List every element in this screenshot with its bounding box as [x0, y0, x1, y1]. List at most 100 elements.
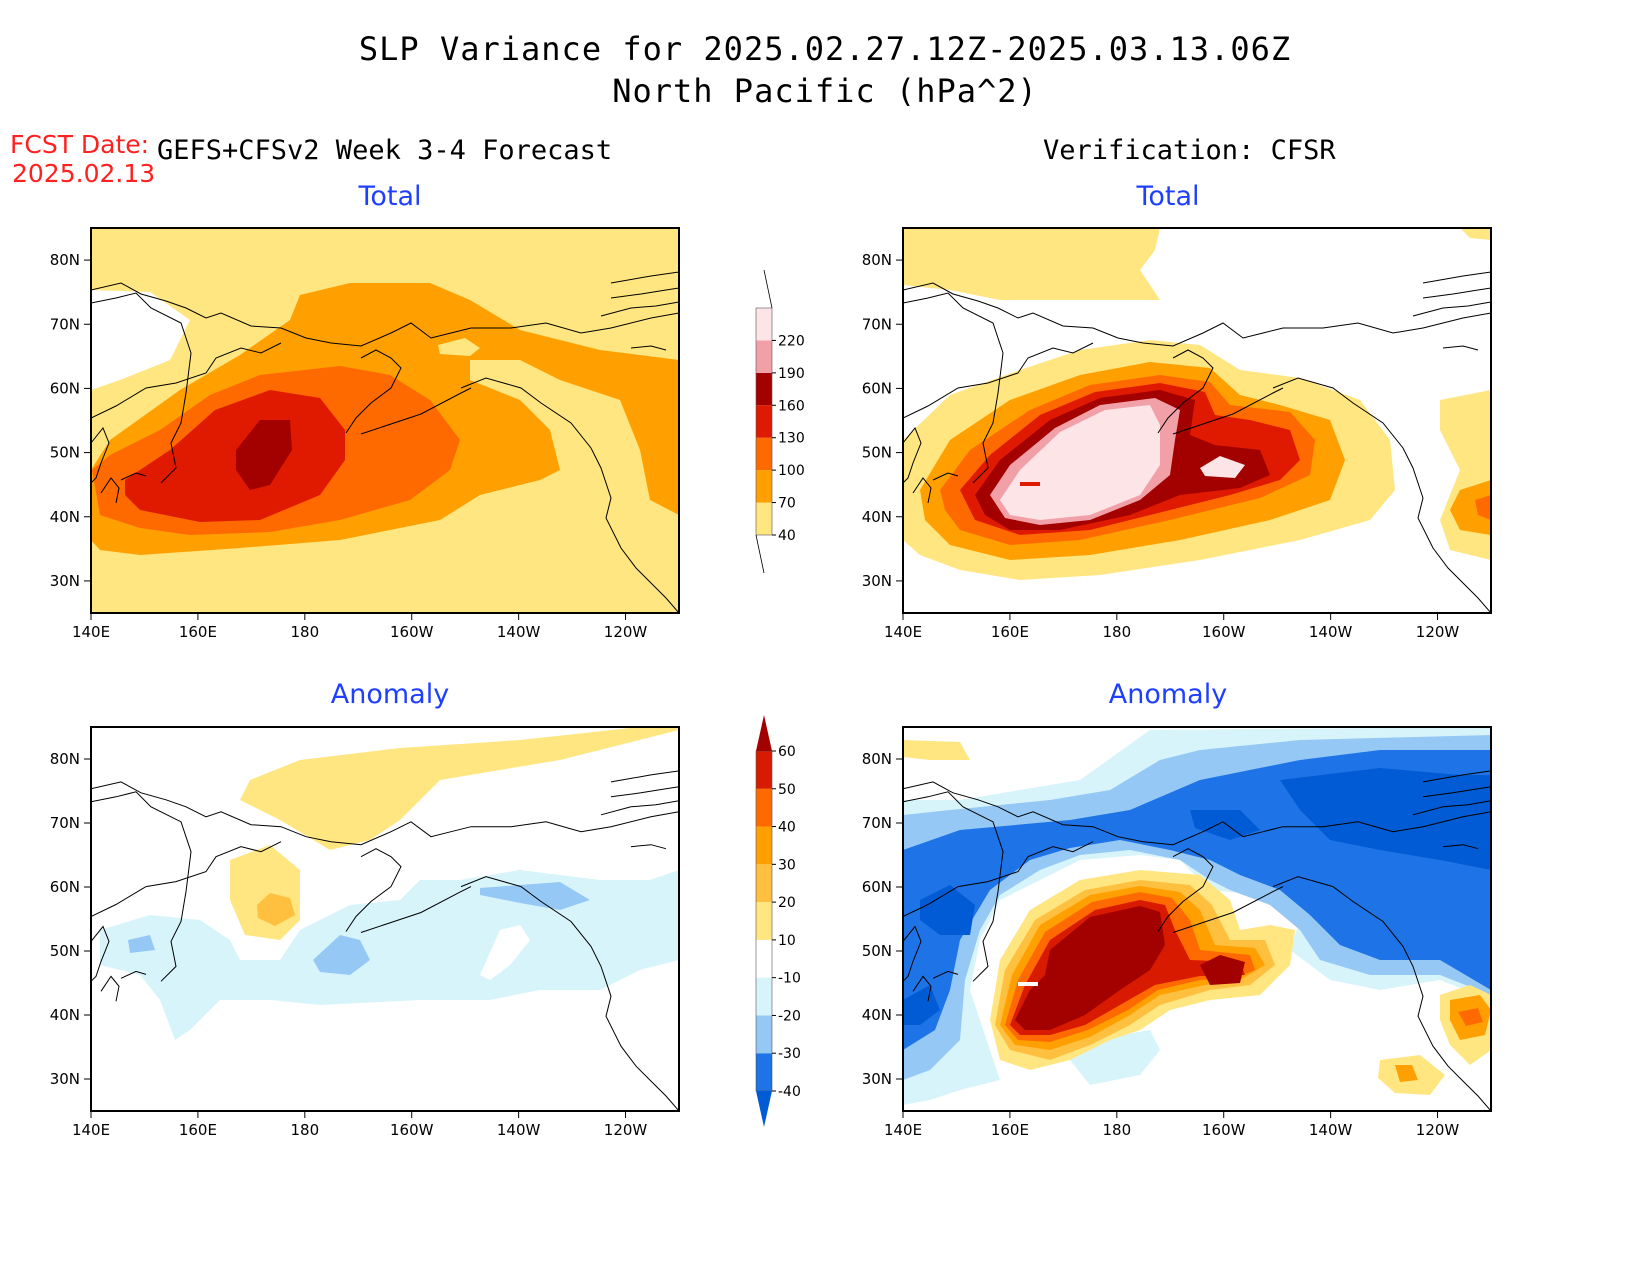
y-tick-label: 40N: [862, 1006, 892, 1024]
coastline-segment: [630, 844, 667, 850]
coastline-segment: [903, 791, 1004, 982]
y-tick-label: 60N: [862, 878, 892, 896]
colorbar-label: 100: [778, 463, 805, 479]
y-tick-label: 50N: [862, 942, 892, 960]
y-tick-label: 70N: [862, 315, 892, 333]
y-tick-label: 40N: [50, 508, 80, 526]
colorbar-segment: [756, 826, 772, 865]
y-tick-label: 40N: [50, 1006, 80, 1024]
colorbar-segment: [756, 864, 772, 903]
colorbar-label: 20: [778, 895, 796, 911]
coastline-segment: [903, 427, 922, 484]
colorbar-segment: [756, 437, 772, 471]
x-tick-label: 160E: [991, 623, 1029, 641]
coastline-forecast-anomaly: [91, 770, 679, 1111]
y-tick-label: 30N: [862, 1070, 892, 1088]
y-tick-label: 50N: [50, 942, 80, 960]
colorbar-bottom-triangle: [756, 1091, 772, 1127]
colorbar-segment: [756, 1053, 772, 1091]
y-tick-label: 60N: [862, 379, 892, 397]
coastline-segment: [903, 781, 1491, 846]
fcst-date-label: FCST Date:: [10, 130, 150, 159]
coastline-forecast-total: [91, 271, 679, 613]
verification-total-field: [903, 228, 1491, 613]
y-tick-label: 70N: [50, 814, 80, 832]
title-line-2: North Pacific (hPa^2): [612, 72, 1038, 110]
colorbar-label: 190: [778, 366, 805, 382]
colorbar-label: -10: [778, 971, 801, 987]
colorbar-segment: [756, 977, 772, 1016]
coastline-segment: [932, 472, 959, 481]
coastline-segment: [91, 781, 679, 846]
coastline-segment: [360, 387, 472, 435]
coastline-segment: [610, 287, 679, 299]
coastline-segment: [460, 876, 679, 1111]
colorbar-frame: [755, 307, 773, 536]
y-tick-label: 80N: [50, 251, 80, 269]
coastline-segment: [91, 292, 192, 484]
x-tick-label: 160E: [179, 1121, 217, 1139]
colorbar-top-triangle: [756, 715, 772, 751]
coastline-segment: [903, 342, 1094, 419]
coastline-segment: [1272, 876, 1491, 1111]
coastline-segment: [91, 342, 282, 419]
x-tick-label: 140W: [1309, 1121, 1353, 1139]
colorbar-segment: [756, 751, 772, 789]
coastline-segment: [1157, 848, 1214, 932]
colorbar-anomaly: -40 -30 -20 -10 10 20 30 40 50 60: [755, 715, 801, 1127]
fcst-date-value: 2025.02.13: [12, 159, 156, 188]
forecast-total-title: Total: [358, 181, 422, 212]
coastline-segment: [1422, 786, 1491, 798]
x-tick-label: 180: [290, 623, 319, 641]
coastline-segment: [1422, 770, 1491, 783]
forecast-anomaly-title: Anomaly: [330, 679, 450, 710]
frame-forecast-anomaly: [90, 726, 680, 1112]
colorbar-label: -20: [778, 1008, 801, 1024]
x-tick-label: 140E: [72, 1121, 110, 1139]
y-tick-label: 40N: [862, 508, 892, 526]
colorbar-label: 70: [778, 496, 796, 512]
coastline-segment: [100, 477, 120, 504]
y-tick-label: 60N: [50, 878, 80, 896]
colorbar-segment: [756, 470, 772, 503]
colorbar-label: 160: [778, 398, 805, 414]
coastline-segment: [460, 377, 679, 613]
y-tick-label: 70N: [50, 315, 80, 333]
y-tick-label: 80N: [862, 750, 892, 768]
coastline-segment: [1442, 844, 1479, 850]
coastline-segment: [912, 975, 932, 1002]
coastline-segment: [91, 427, 110, 484]
x-tick-label: 160W: [390, 623, 434, 641]
x-tick-label: 180: [290, 1121, 319, 1139]
coastline-segment: [610, 770, 679, 783]
x-tick-label: 160E: [991, 1121, 1029, 1139]
coastline-segment: [912, 477, 932, 504]
coastline-segment: [1422, 271, 1491, 284]
x-tick-label: 160W: [390, 1121, 434, 1139]
coastline-segment: [903, 282, 1491, 347]
y-tick-label: 50N: [50, 444, 80, 462]
colorbar-segment: [756, 788, 772, 827]
colorbar-segment: [756, 939, 772, 978]
coastline-segment: [903, 841, 1094, 917]
x-tick-label: 120W: [604, 1121, 648, 1139]
coastline-segment: [630, 345, 667, 351]
x-tick-label: 120W: [1416, 1121, 1460, 1139]
frame-verification-total: [902, 227, 1492, 614]
colorbar-total: 40 70 100 130 160 190 220: [755, 269, 805, 574]
coastline-segment: [1422, 287, 1491, 299]
coastline-segment: [1172, 387, 1284, 435]
coastline-segment: [903, 925, 922, 982]
coastline-segment: [91, 925, 110, 982]
coastline-segment: [120, 970, 147, 979]
verification-anomaly-title: Anomaly: [1108, 679, 1228, 710]
y-tick-label: 60N: [50, 379, 80, 397]
coastline-segment: [610, 271, 679, 284]
colorbar-segment: [756, 902, 772, 940]
y-tick-label: 50N: [862, 444, 892, 462]
y-tick-label: 70N: [862, 814, 892, 832]
colorbar-label: -40: [778, 1084, 801, 1100]
colorbar-label: -30: [778, 1046, 801, 1062]
x-tick-label: 140W: [497, 1121, 541, 1139]
